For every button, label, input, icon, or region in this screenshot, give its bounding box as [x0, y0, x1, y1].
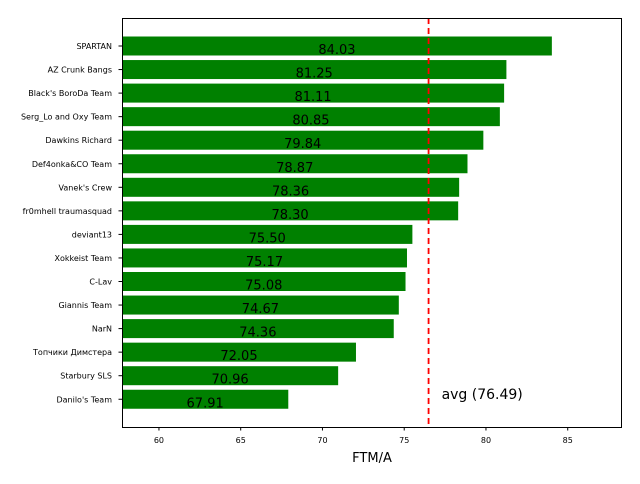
bar [122, 154, 468, 174]
bar-value-label: 74.36 [239, 326, 276, 341]
bar [122, 201, 459, 221]
bar [122, 224, 413, 244]
bar-value-label: 84.03 [318, 43, 355, 58]
y-tick-label: NarN [92, 325, 112, 334]
y-tick-label: AZ Crunk Bangs [48, 66, 112, 75]
bar [122, 177, 460, 197]
bar [122, 60, 507, 80]
average-label: avg (76.49) [442, 387, 523, 403]
bar-value-label: 78.87 [276, 161, 313, 176]
bar-value-label: 72.05 [220, 349, 257, 364]
plot-frame [122, 18, 622, 428]
bar-value-label: 79.84 [284, 137, 321, 152]
x-tick-label: 80 [481, 436, 491, 445]
bar [122, 366, 339, 386]
y-tick-label: Starbury SLS [60, 372, 112, 381]
bar-value-label: 78.30 [271, 208, 308, 223]
y-tick-label: Giannis Team [58, 301, 112, 310]
x-tick-label: 65 [236, 436, 246, 445]
bar-value-label: 81.25 [296, 67, 333, 82]
y-tick-label: Vanek's Crew [59, 183, 113, 192]
x-tick-label: 85 [563, 436, 573, 445]
x-tick-label: 75 [399, 436, 409, 445]
bar [122, 130, 484, 150]
bar [122, 248, 407, 268]
bar [122, 389, 289, 409]
bar [122, 107, 500, 127]
bar-value-label: 74.67 [242, 302, 279, 317]
bar-value-label: 81.11 [294, 90, 331, 105]
bar-value-label: 75.50 [249, 231, 286, 246]
y-tick-label: C-Lav [89, 278, 112, 287]
bar-value-label: 75.08 [245, 279, 282, 294]
bar-value-label: 78.36 [272, 184, 309, 199]
bar-value-label: 75.17 [246, 255, 283, 270]
y-tick-label: SPARTAN [76, 42, 112, 51]
y-tick-label: Serg_Lo and Oxy Team [21, 113, 112, 122]
y-tick-label: Black's BoroDa Team [28, 89, 112, 98]
y-tick-label: deviant13 [72, 230, 112, 239]
bar-value-label: 67.91 [187, 396, 224, 411]
x-tick-label: 70 [317, 436, 327, 445]
bar-value-label: 70.96 [211, 373, 248, 388]
bar [122, 342, 356, 362]
y-tick-label: Danilo's Team [56, 395, 112, 404]
bar [122, 83, 505, 103]
y-tick-label: Топчики Димстера [32, 348, 112, 357]
x-tick-label: 60 [154, 436, 164, 445]
bar [122, 319, 394, 339]
y-tick-label: Def4onka&CO Team [32, 160, 112, 169]
x-axis-label: FTM/A [352, 451, 392, 466]
bar [122, 295, 399, 315]
bar-value-label: 80.85 [292, 114, 329, 129]
bar [122, 36, 552, 56]
y-tick-label: fr0mhell traumasquad [23, 207, 112, 216]
y-tick-label: Dawkins Richard [45, 136, 112, 145]
bar [122, 272, 406, 291]
y-tick-label: Xokkeist Team [55, 254, 113, 263]
